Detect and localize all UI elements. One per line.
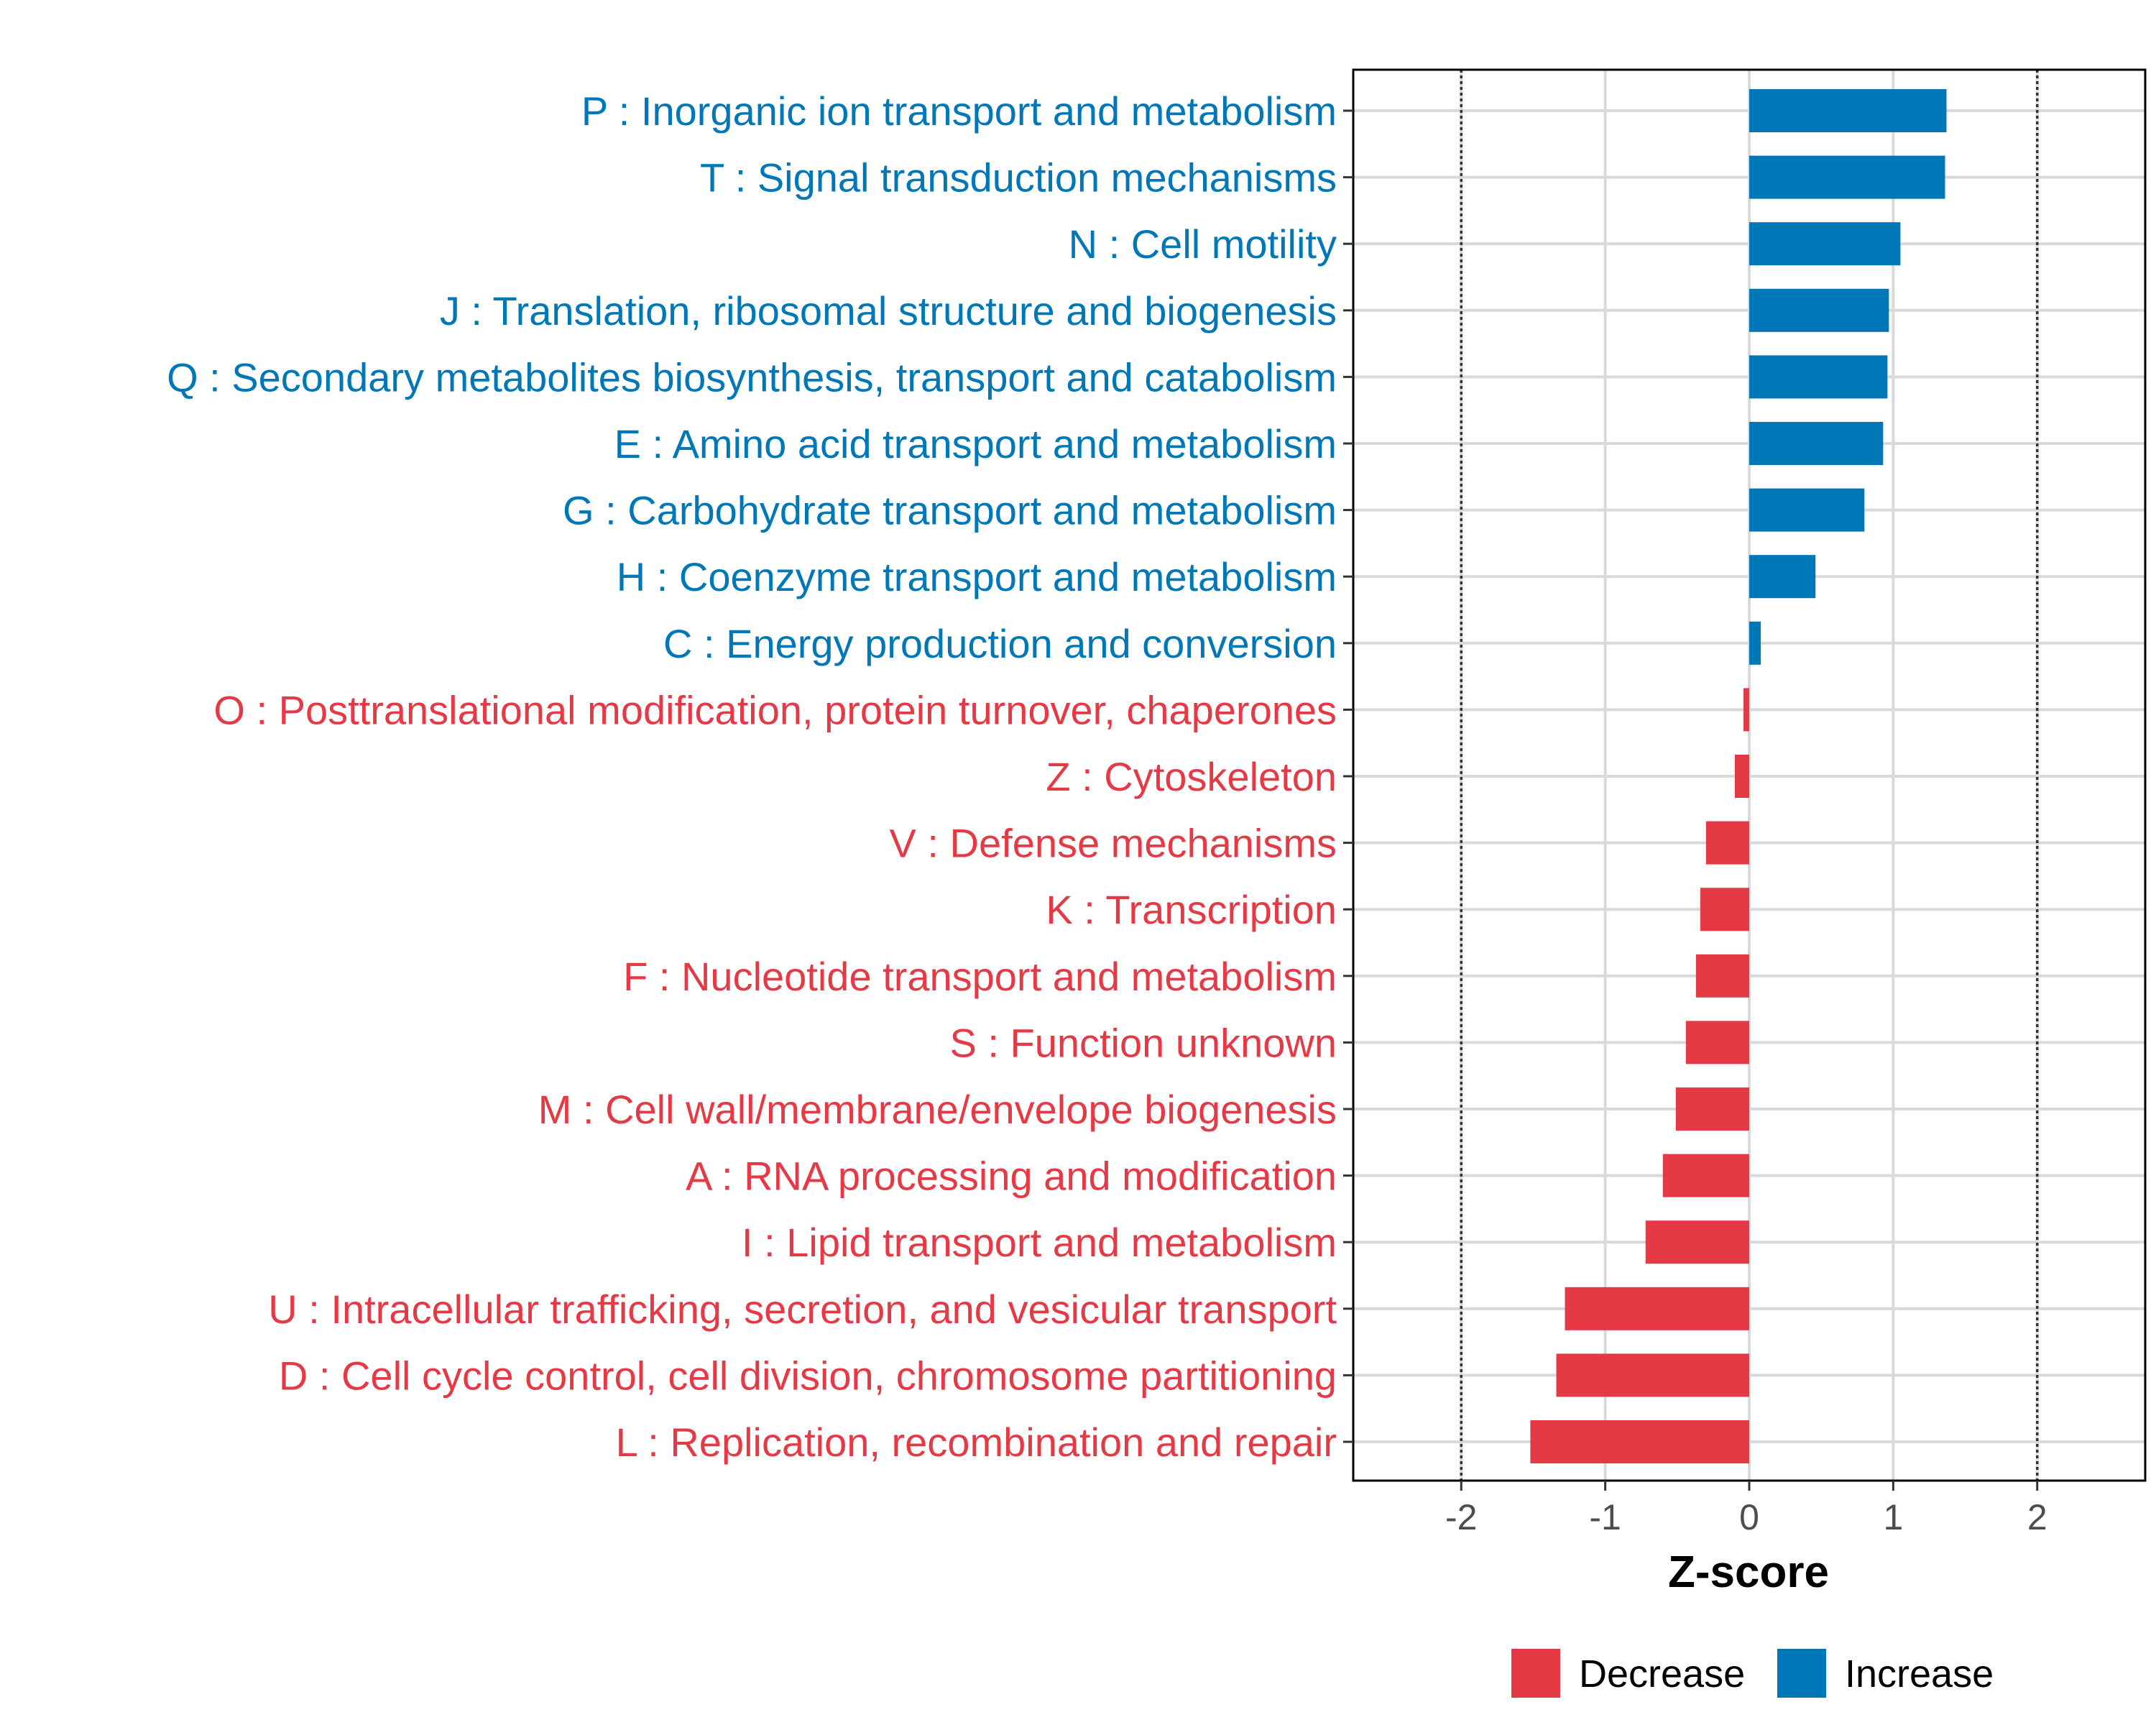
bar bbox=[1530, 1420, 1749, 1463]
bars bbox=[1530, 89, 1947, 1463]
category-label: V : Defense mechanisms bbox=[890, 821, 1337, 866]
bar bbox=[1556, 1353, 1749, 1397]
bar bbox=[1749, 155, 1945, 199]
category-label: G : Carbohydrate transport and metabolis… bbox=[563, 488, 1337, 533]
category-label: S : Function unknown bbox=[949, 1020, 1337, 1065]
x-tick-label: 1 bbox=[1883, 1497, 1903, 1537]
bar bbox=[1749, 288, 1889, 332]
x-ticks: -2 -1 0 1 2 bbox=[1445, 1481, 2047, 1537]
category-labels: P : Inorganic ion transport and metaboli… bbox=[167, 88, 1337, 1465]
bar bbox=[1695, 954, 1749, 998]
category-label: D : Cell cycle control, cell division, c… bbox=[279, 1353, 1337, 1398]
category-label: T : Signal transduction mechanisms bbox=[700, 155, 1337, 201]
reference-lines bbox=[1460, 70, 2039, 1481]
legend-label: Decrease bbox=[1579, 1652, 1745, 1696]
bar bbox=[1685, 1021, 1749, 1064]
legend: Decrease Increase bbox=[1511, 1649, 1994, 1698]
bar bbox=[1749, 222, 1901, 266]
legend-key bbox=[1511, 1649, 1560, 1698]
category-label: F : Nucleotide transport and metabolism bbox=[623, 954, 1337, 999]
bar bbox=[1743, 688, 1749, 732]
category-label: C : Energy production and conversion bbox=[663, 621, 1337, 666]
bar bbox=[1749, 621, 1761, 665]
legend-key bbox=[1777, 1649, 1826, 1698]
bar bbox=[1749, 422, 1884, 465]
x-tick-label: -1 bbox=[1589, 1497, 1621, 1537]
category-label: E : Amino acid transport and metabolism bbox=[614, 421, 1337, 466]
bar bbox=[1749, 555, 1816, 599]
category-label: M : Cell wall/membrane/envelope biogenes… bbox=[538, 1087, 1337, 1132]
category-label: N : Cell motility bbox=[1069, 221, 1337, 267]
bar bbox=[1734, 755, 1749, 798]
bar bbox=[1749, 89, 1947, 132]
bar bbox=[1749, 488, 1865, 532]
category-label: Z : Cytoskeleton bbox=[1046, 754, 1337, 799]
bar bbox=[1645, 1220, 1749, 1264]
category-label: K : Transcription bbox=[1046, 887, 1337, 932]
bar bbox=[1662, 1154, 1749, 1197]
x-tick-label: 0 bbox=[1739, 1497, 1759, 1537]
legend-label: Increase bbox=[1845, 1652, 1994, 1696]
bar bbox=[1675, 1087, 1749, 1131]
category-label: J : Translation, ribosomal structure and… bbox=[440, 288, 1337, 334]
bar bbox=[1700, 888, 1749, 932]
category-label: I : Lipid transport and metabolism bbox=[742, 1220, 1337, 1265]
x-axis-title: Z-score bbox=[1668, 1547, 1829, 1597]
category-label: O : Posttranslational modification, prot… bbox=[213, 687, 1337, 732]
category-label: L : Replication, recombination and repai… bbox=[616, 1420, 1337, 1465]
category-label: Q : Secondary metabolites biosynthesis, … bbox=[167, 354, 1337, 400]
bar bbox=[1749, 355, 1888, 399]
bar bbox=[1565, 1287, 1749, 1330]
x-tick-label: 2 bbox=[2027, 1497, 2047, 1537]
x-tick-label: -2 bbox=[1445, 1497, 1477, 1537]
y-ticks bbox=[1343, 109, 1353, 1443]
category-label: H : Coenzyme transport and metabolism bbox=[617, 554, 1337, 599]
category-label: P : Inorganic ion transport and metaboli… bbox=[581, 88, 1337, 134]
category-label: U : Intracellular trafficking, secretion… bbox=[268, 1287, 1337, 1332]
bar bbox=[1705, 821, 1749, 865]
category-label: A : RNA processing and modification bbox=[686, 1154, 1337, 1199]
